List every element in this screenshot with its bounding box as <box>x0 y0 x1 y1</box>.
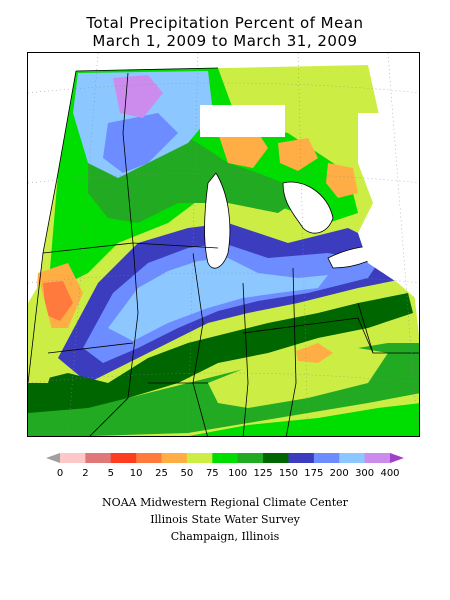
legend-label: 5 <box>108 468 114 479</box>
legend-label: 75 <box>206 468 219 479</box>
legend-swatch <box>364 453 391 463</box>
legend-label: 125 <box>254 468 273 479</box>
legend-swatch <box>313 453 340 463</box>
state-borders <box>28 67 419 436</box>
up-orange-2 <box>278 138 318 171</box>
legend-label: 25 <box>155 468 168 479</box>
map-subtitle: March 1, 2009 to March 31, 2009 <box>92 32 358 50</box>
legend-swatch <box>186 453 213 463</box>
up-orange-3 <box>326 163 358 198</box>
legend-label: 0 <box>57 468 63 479</box>
legend-swatch <box>110 453 137 463</box>
legend-label: 10 <box>130 468 143 479</box>
credit-isws: Illinois State Water Survey <box>150 513 300 526</box>
lake-superior-white <box>200 105 285 137</box>
legend-arrow-low <box>46 453 60 463</box>
legend-swatch <box>263 453 289 463</box>
band-northwest-blue <box>103 113 178 173</box>
band-south-darkgreen <box>28 293 413 423</box>
legend-swatch <box>85 453 112 463</box>
legend-label: 50 <box>181 468 194 479</box>
spot-west-red <box>43 281 73 321</box>
band-west-yellow <box>28 283 58 383</box>
band-south-lightgreen <box>188 403 419 436</box>
band-central-lightblue <box>108 258 328 341</box>
lake-huron <box>282 181 334 234</box>
precipitation-map-svg <box>28 53 419 436</box>
legend-label: 175 <box>304 468 323 479</box>
legend-svg: 0 2 5 10 25 50 75 100 125 150 175 200 300 400 <box>46 453 404 479</box>
legend-label: 2 <box>82 468 88 479</box>
legend-swatch <box>212 453 239 463</box>
legend-label: 200 <box>330 468 349 479</box>
credit-location: Champaign, Illinois <box>170 530 280 543</box>
map-title: Total Precipitation Percent of Mean <box>86 14 364 32</box>
legend-label: 100 <box>228 468 247 479</box>
legend-swatch <box>60 453 86 463</box>
legend-swatch <box>136 453 163 463</box>
legend-arrow-high <box>390 453 404 463</box>
legend-label: 300 <box>355 468 374 479</box>
legend-swatch <box>237 453 264 463</box>
credit-noaa: NOAA Midwestern Regional Climate Center <box>102 496 348 509</box>
band-southcentral-yellow <box>208 348 388 408</box>
spot-orange-ohio <box>296 343 333 363</box>
legend-label: 400 <box>380 468 399 479</box>
canada-area <box>358 113 419 302</box>
lake-michigan <box>204 172 231 269</box>
legend-swatch <box>288 453 315 463</box>
color-legend: 0 2 5 10 25 50 75 100 125 150 175 200 300 400 <box>40 450 410 480</box>
legend-swatch <box>339 453 366 463</box>
graticule <box>28 53 419 436</box>
precipitation-map <box>27 52 420 437</box>
legend-label: 150 <box>279 468 298 479</box>
band-central-blue <box>83 243 378 363</box>
legend-swatch <box>161 453 188 463</box>
